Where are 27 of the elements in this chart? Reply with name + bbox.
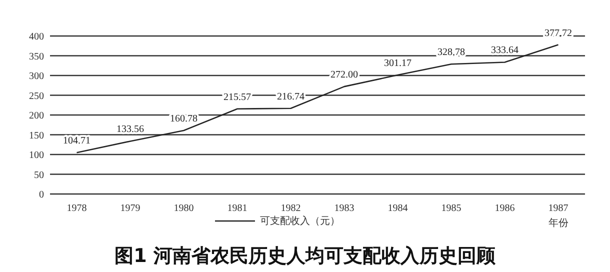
y-tick-label: 50 (34, 170, 44, 181)
legend-label: 可支配收入（元） (260, 215, 340, 227)
y-tick-label: 150 (29, 130, 44, 142)
data-label: 133.56 (116, 124, 144, 136)
y-tick-label: 300 (29, 71, 44, 82)
x-tick-label: 1987 (548, 203, 568, 214)
data-label: 104.71 (63, 136, 90, 147)
x-tick-label: 1981 (227, 203, 248, 214)
y-tick-label: 0 (39, 190, 44, 200)
y-tick-label: 250 (29, 90, 44, 102)
y-tick-label: 200 (29, 110, 44, 122)
data-label: 333.64 (491, 45, 518, 56)
y-tick-label: 100 (29, 150, 44, 161)
x-tick-label: 1980 (174, 203, 194, 214)
text: 图1 河南省农民历史人均可支配收入历史回顾 (114, 245, 496, 267)
x-tick-label: 1985 (441, 203, 462, 214)
x-tick-label: 1983 (334, 203, 354, 214)
x-tick-label: 1984 (388, 203, 408, 214)
data-label: 301.17 (384, 58, 412, 70)
y-tick-label: 350 (29, 51, 44, 62)
data-label: 160.78 (170, 113, 198, 124)
x-tick-label: 1982 (280, 203, 301, 214)
x-tick-label: 1986 (494, 203, 515, 214)
x-tick-label: 1978 (66, 203, 87, 214)
y-tick-label: 400 (29, 32, 44, 42)
x-tick-label: 1979 (120, 203, 140, 214)
x-axis-title: 年份 (548, 217, 568, 229)
